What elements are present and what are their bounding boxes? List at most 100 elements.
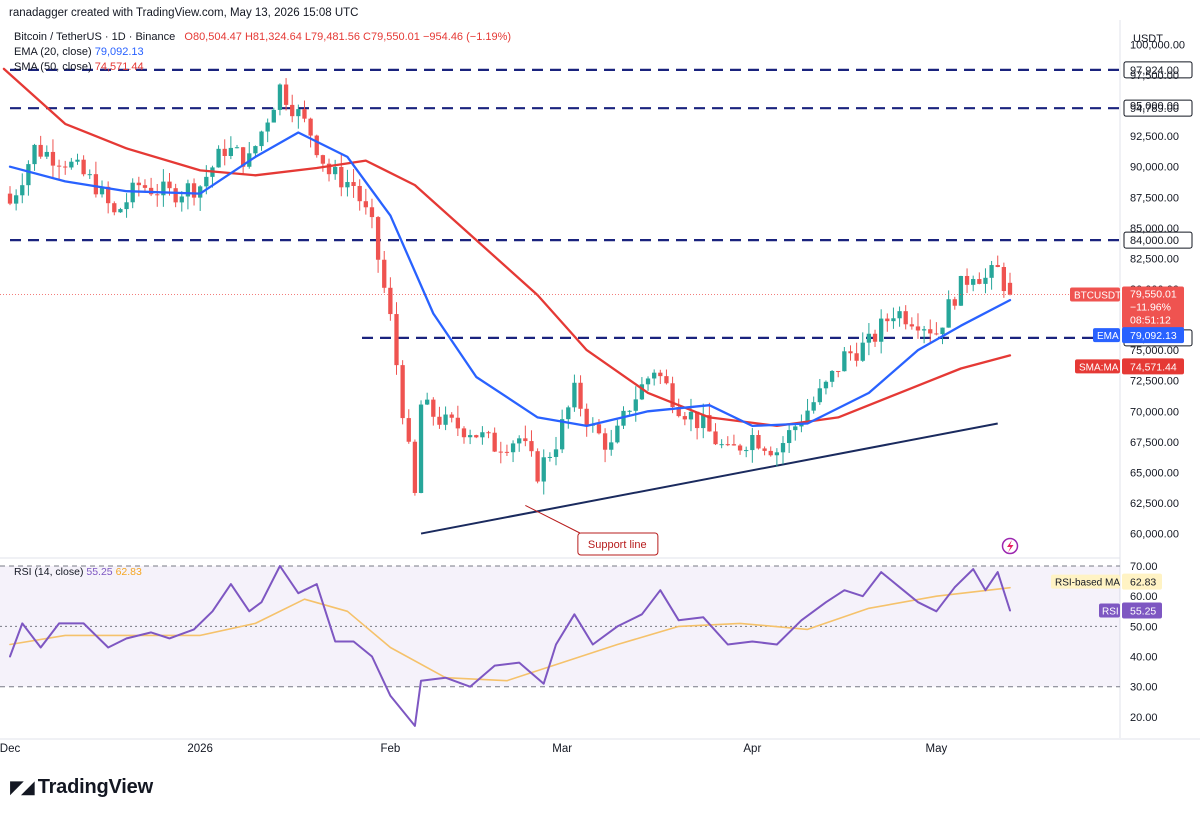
candle[interactable]	[633, 386, 638, 422]
candle[interactable]	[989, 260, 994, 290]
candle[interactable]	[406, 409, 411, 444]
candle[interactable]	[836, 370, 841, 378]
candle[interactable]	[952, 296, 957, 310]
candle[interactable]	[124, 193, 129, 218]
rsi-legend[interactable]: RSI (14, close) 55.25 62.83	[14, 566, 142, 579]
candle[interactable]	[13, 189, 19, 211]
candle[interactable]	[400, 360, 405, 425]
candle[interactable]	[382, 250, 387, 294]
candle[interactable]	[492, 427, 497, 453]
candle[interactable]	[817, 378, 822, 405]
candle[interactable]	[26, 160, 31, 196]
candle[interactable]	[529, 430, 534, 457]
candle[interactable]	[854, 342, 859, 367]
candle[interactable]	[977, 272, 982, 285]
candle[interactable]	[308, 117, 313, 148]
candle[interactable]	[560, 409, 565, 454]
candle[interactable]	[253, 145, 258, 158]
candle[interactable]	[431, 397, 436, 426]
candle[interactable]	[1001, 262, 1007, 298]
candle[interactable]	[842, 346, 847, 372]
candle[interactable]	[56, 159, 62, 180]
candle[interactable]	[823, 380, 829, 395]
candle[interactable]	[872, 329, 878, 347]
candle[interactable]	[860, 332, 865, 362]
candle[interactable]	[995, 255, 1000, 268]
candle[interactable]	[155, 183, 160, 207]
candle[interactable]	[388, 277, 393, 321]
candle[interactable]	[222, 139, 227, 166]
candle[interactable]	[572, 374, 577, 412]
candle[interactable]	[664, 369, 669, 385]
candle[interactable]	[277, 83, 283, 116]
candle[interactable]	[805, 398, 810, 425]
symbol-legend[interactable]: Bitcoin / TetherUS · 1D · Binance O80,50…	[14, 31, 511, 44]
candle[interactable]	[566, 405, 571, 429]
candle[interactable]	[517, 435, 522, 452]
candle[interactable]	[652, 369, 657, 386]
candle[interactable]	[602, 428, 608, 463]
candle[interactable]	[670, 376, 675, 414]
candle[interactable]	[983, 268, 988, 294]
currency-label[interactable]: USDT	[1133, 33, 1163, 45]
sma-legend[interactable]: SMA (50, close) 74,571.44	[14, 61, 144, 74]
candle[interactable]	[161, 169, 166, 207]
candle[interactable]	[946, 290, 951, 328]
candle[interactable]	[81, 155, 86, 177]
candle[interactable]	[829, 370, 835, 388]
candle[interactable]	[179, 191, 184, 212]
candle[interactable]	[345, 169, 350, 197]
candle[interactable]	[265, 118, 270, 143]
candle[interactable]	[535, 448, 540, 484]
candle[interactable]	[891, 307, 896, 329]
candlesticks[interactable]	[7, 78, 1013, 496]
candle[interactable]	[449, 412, 454, 423]
candle[interactable]	[44, 145, 49, 160]
candle[interactable]	[191, 178, 197, 206]
candle[interactable]	[915, 313, 921, 339]
candle[interactable]	[756, 430, 761, 450]
candle[interactable]	[719, 439, 724, 449]
candle[interactable]	[455, 405, 460, 437]
candle[interactable]	[136, 176, 141, 197]
candle[interactable]	[701, 403, 706, 439]
candle[interactable]	[793, 423, 798, 441]
candle[interactable]	[20, 173, 25, 204]
candle[interactable]	[296, 104, 301, 129]
candle[interactable]	[774, 448, 780, 467]
candle[interactable]	[418, 400, 424, 494]
candle[interactable]	[474, 434, 479, 439]
candle[interactable]	[290, 94, 295, 123]
candle[interactable]	[762, 446, 767, 456]
candle[interactable]	[645, 376, 651, 391]
candle[interactable]	[87, 169, 92, 179]
candle[interactable]	[375, 216, 381, 273]
candle[interactable]	[688, 398, 694, 432]
candle[interactable]	[112, 201, 117, 216]
candle[interactable]	[971, 275, 976, 292]
candle[interactable]	[394, 302, 399, 375]
candle[interactable]	[928, 319, 933, 342]
candle[interactable]	[185, 179, 191, 210]
candle[interactable]	[848, 345, 853, 361]
candle[interactable]	[885, 313, 890, 332]
candle[interactable]	[498, 441, 503, 464]
candle[interactable]	[713, 423, 718, 446]
candle[interactable]	[737, 443, 743, 455]
candle[interactable]	[486, 430, 491, 439]
candle[interactable]	[510, 440, 516, 463]
candle[interactable]	[75, 153, 80, 165]
candle[interactable]	[682, 411, 687, 426]
ema-legend[interactable]: EMA (20, close) 79,092.13	[14, 46, 144, 59]
time-axis[interactable]: Dec 2026 Feb Mar Apr May	[0, 743, 947, 755]
candle[interactable]	[547, 452, 553, 462]
candle[interactable]	[320, 154, 326, 172]
candle[interactable]	[1007, 272, 1013, 296]
candle[interactable]	[38, 135, 43, 159]
lightning-icon[interactable]	[1001, 537, 1019, 555]
candle[interactable]	[909, 317, 914, 330]
candle[interactable]	[744, 446, 749, 458]
candle[interactable]	[658, 369, 663, 385]
candle[interactable]	[811, 396, 816, 414]
